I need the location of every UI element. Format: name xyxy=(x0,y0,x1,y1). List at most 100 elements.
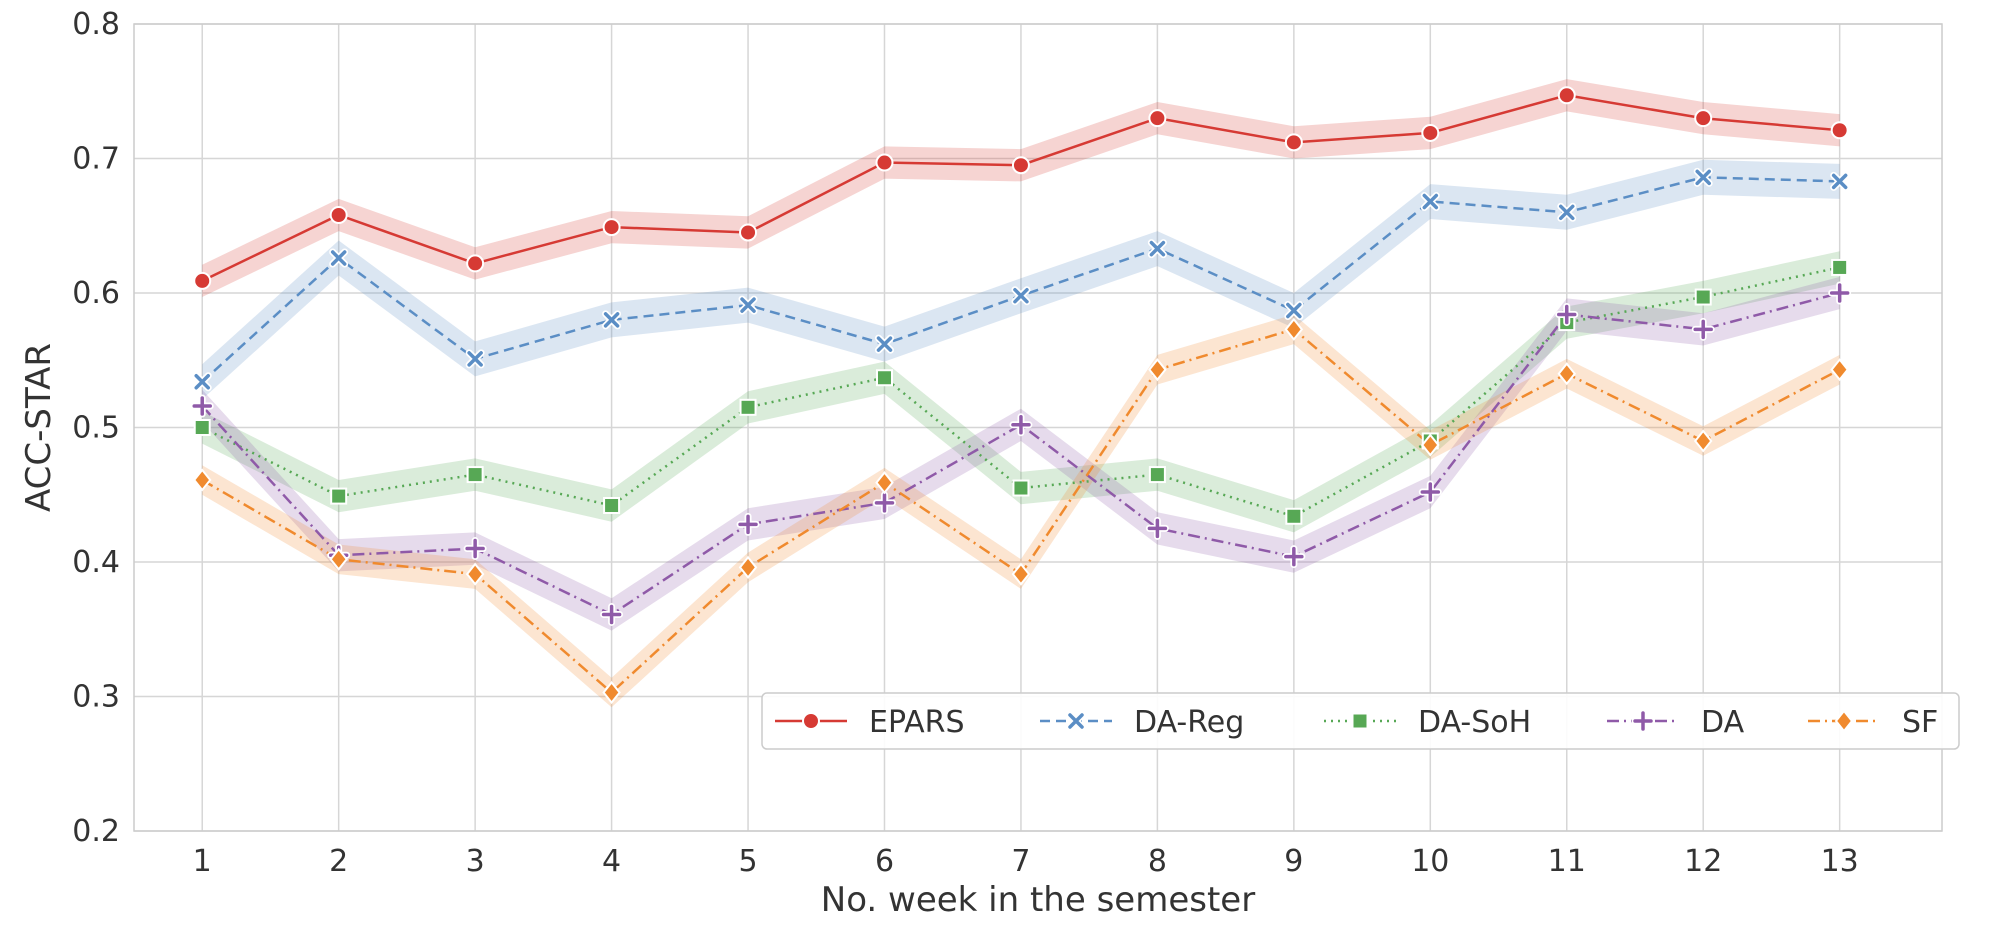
data-point xyxy=(1148,466,1166,484)
legend-marker xyxy=(1351,712,1369,730)
data-point xyxy=(330,487,348,505)
y-tick-label: 0.3 xyxy=(72,680,120,715)
data-point xyxy=(738,295,758,315)
data-point xyxy=(465,562,485,586)
legend-label: SF xyxy=(1902,705,1938,740)
y-tick-label: 0.6 xyxy=(72,276,120,311)
data-point xyxy=(466,466,484,484)
data-point xyxy=(1284,317,1304,341)
data-point xyxy=(1012,479,1030,497)
y-axis-label: ACC-STAR xyxy=(19,343,59,512)
x-tick-label: 11 xyxy=(1548,844,1586,879)
legend-entry: SF xyxy=(1808,705,1938,740)
x-tick-label: 2 xyxy=(329,844,348,879)
data-point xyxy=(739,223,758,242)
y-tick-label: 0.4 xyxy=(72,545,120,580)
data-point xyxy=(874,334,894,354)
data-point xyxy=(193,271,212,290)
data-point xyxy=(463,537,487,561)
legend: EPARS DA-Reg DA-SoH DA SF xyxy=(761,692,1960,750)
confidence-band xyxy=(202,276,1840,631)
legend-entry: DA-SoH xyxy=(1324,705,1531,740)
data-point xyxy=(1148,358,1167,382)
data-point xyxy=(1557,202,1577,222)
data-point xyxy=(1555,303,1579,327)
legend-entry: DA xyxy=(1607,705,1745,740)
data-point xyxy=(1828,281,1852,305)
data-point xyxy=(1284,133,1303,152)
data-point xyxy=(1148,109,1167,128)
data-point xyxy=(1420,192,1440,212)
legend-label: DA-SoH xyxy=(1418,705,1531,740)
data-point xyxy=(602,680,621,705)
legend-label: EPARS xyxy=(869,705,965,740)
data-point xyxy=(1145,516,1169,540)
x-tick-label: 9 xyxy=(1284,844,1303,879)
x-tick-label: 6 xyxy=(875,844,894,879)
confidence-band xyxy=(202,251,1840,533)
data-point xyxy=(1694,109,1713,128)
legend-label: DA-Reg xyxy=(1134,705,1244,740)
x-tick-label: 3 xyxy=(466,844,485,879)
x-axis-label: No. week in the semester xyxy=(821,880,1255,920)
data-point xyxy=(1011,562,1031,586)
data-point xyxy=(1694,288,1712,306)
legend-entry: EPARS xyxy=(775,705,965,740)
data-point xyxy=(1285,507,1303,525)
data-point xyxy=(1282,545,1306,569)
x-tick-label: 8 xyxy=(1148,844,1167,879)
data-point xyxy=(1831,258,1849,276)
legend-marker xyxy=(1631,709,1655,733)
plot-area-frame xyxy=(133,23,1943,832)
data-point xyxy=(1830,171,1850,191)
data-point xyxy=(875,471,894,495)
data-point xyxy=(192,372,212,392)
x-tick-label: 1 xyxy=(193,844,212,879)
x-tick-label: 10 xyxy=(1411,844,1449,879)
data-point xyxy=(1830,358,1849,382)
y-tick-label: 0.7 xyxy=(72,142,120,177)
x-tick-label: 4 xyxy=(602,844,621,879)
x-tick-label: 13 xyxy=(1821,844,1859,879)
x-tick-labels: 1 2 3 4 5 6 7 8 9 10 11 12 13 xyxy=(193,844,1859,879)
data-point xyxy=(1557,362,1577,386)
confidence-band xyxy=(202,159,1840,400)
data-point xyxy=(1557,86,1576,105)
data-point xyxy=(1284,300,1304,320)
series-markers xyxy=(190,86,1852,705)
data-point xyxy=(192,468,212,492)
x-tick-label: 7 xyxy=(1011,844,1030,879)
data-point xyxy=(1421,123,1440,142)
data-point xyxy=(329,248,349,268)
data-point xyxy=(602,218,621,237)
data-point xyxy=(466,254,485,273)
data-point xyxy=(193,419,211,436)
legend-marker xyxy=(1834,709,1854,733)
data-point xyxy=(329,547,348,571)
data-point xyxy=(1418,480,1442,504)
data-point xyxy=(465,349,485,369)
data-point xyxy=(1691,317,1715,341)
legend-marker xyxy=(802,712,820,730)
x-tick-label: 12 xyxy=(1684,844,1722,879)
data-point xyxy=(738,555,758,579)
legend-label: DA xyxy=(1701,705,1745,740)
y-tick-labels: 0.2 0.3 0.4 0.5 0.6 0.7 0.8 xyxy=(72,7,120,849)
data-point xyxy=(602,310,622,330)
legend-marker xyxy=(1066,711,1086,731)
y-tick-label: 0.8 xyxy=(72,7,120,42)
data-point xyxy=(1147,239,1167,259)
data-point xyxy=(739,398,757,416)
data-point xyxy=(736,512,760,536)
y-tick-label: 0.5 xyxy=(72,411,120,446)
data-point xyxy=(329,205,348,224)
data-point xyxy=(603,497,621,515)
data-point xyxy=(1693,167,1713,187)
data-point xyxy=(1009,413,1033,437)
data-point xyxy=(1011,156,1030,175)
x-tick-label: 5 xyxy=(738,844,757,879)
data-point xyxy=(600,602,624,626)
y-tick-label: 0.2 xyxy=(72,814,120,849)
